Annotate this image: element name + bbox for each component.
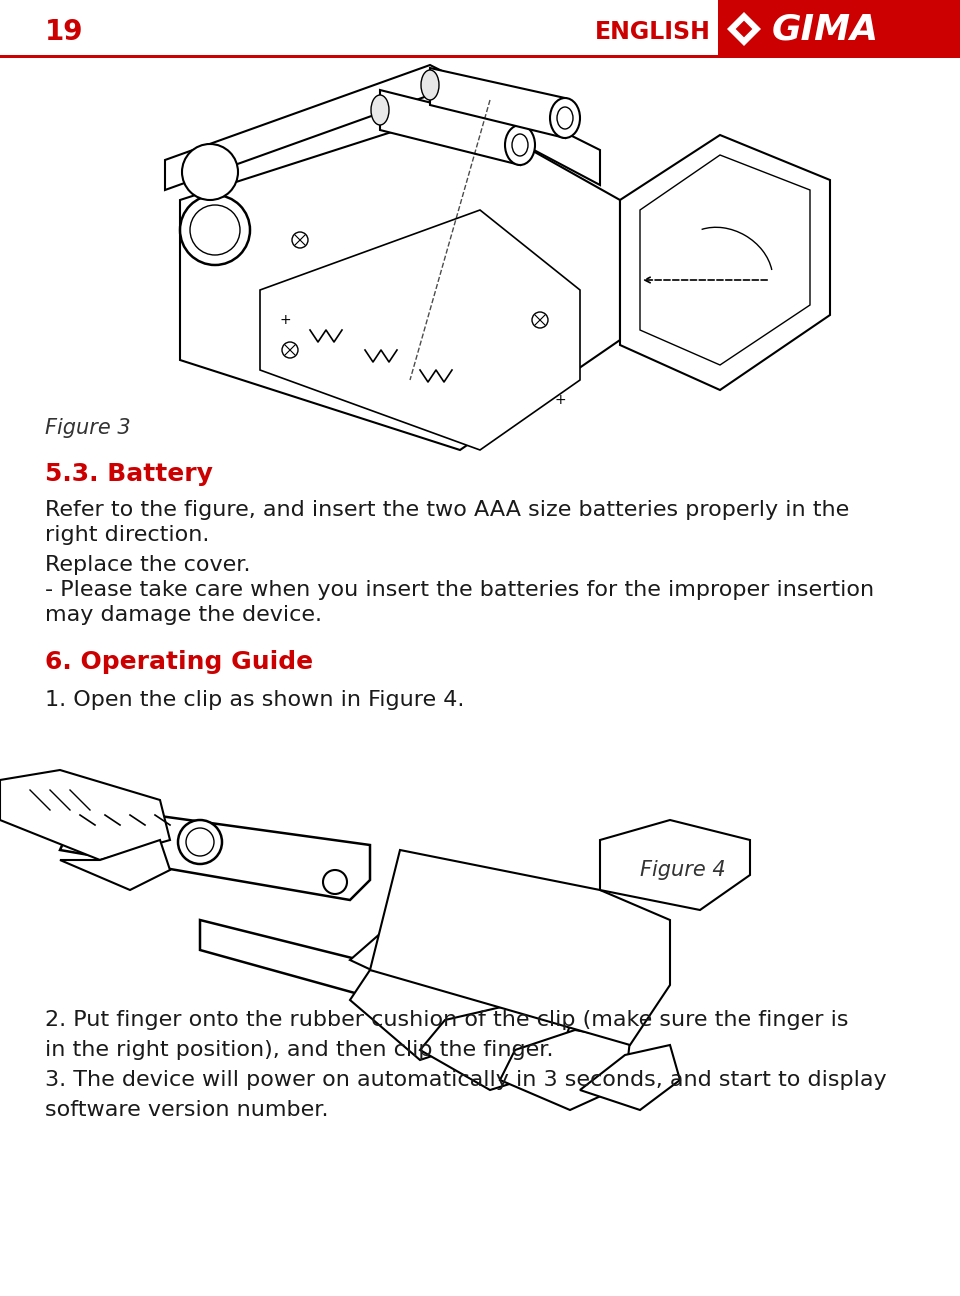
Text: Figure 4: Figure 4 [640, 861, 726, 880]
Ellipse shape [557, 108, 573, 130]
Ellipse shape [550, 98, 580, 137]
Bar [718, 0, 960, 58]
Polygon shape [350, 969, 510, 1060]
Ellipse shape [512, 133, 528, 156]
Polygon shape [640, 156, 810, 365]
Text: 5.3. Battery: 5.3. Battery [45, 461, 213, 486]
Polygon shape [380, 89, 520, 165]
Polygon shape [420, 1004, 570, 1090]
Text: software version number.: software version number. [45, 1100, 328, 1120]
Circle shape [190, 205, 240, 255]
Text: Figure 3: Figure 3 [45, 419, 131, 438]
Circle shape [292, 232, 308, 248]
Text: Replace the cover.: Replace the cover. [45, 555, 251, 575]
Ellipse shape [505, 124, 535, 165]
Text: may damage the device.: may damage the device. [45, 605, 322, 625]
Circle shape [323, 870, 347, 894]
Text: in the right position), and then clip the finger.: in the right position), and then clip th… [45, 1039, 554, 1060]
Text: right direction.: right direction. [45, 525, 209, 546]
Polygon shape [260, 210, 580, 450]
Ellipse shape [371, 95, 389, 124]
Text: 2. Put finger onto the rubber cushion of the clip (make sure the finger is: 2. Put finger onto the rubber cushion of… [45, 1010, 849, 1030]
Text: GIMA: GIMA [772, 12, 879, 45]
Polygon shape [500, 1030, 630, 1109]
Text: ENGLISH: ENGLISH [595, 19, 710, 44]
Bar [0, 54, 960, 58]
Polygon shape [165, 65, 600, 191]
Text: 6. Operating Guide: 6. Operating Guide [45, 651, 313, 674]
Polygon shape [180, 110, 620, 450]
Text: 1. Open the clip as shown in Figure 4.: 1. Open the clip as shown in Figure 4. [45, 689, 465, 710]
Text: 19: 19 [45, 18, 84, 45]
Circle shape [186, 828, 214, 855]
Circle shape [282, 342, 298, 358]
Polygon shape [200, 920, 420, 1001]
Polygon shape [430, 67, 565, 137]
Text: Refer to the figure, and insert the two AAA size batteries properly in the: Refer to the figure, and insert the two … [45, 500, 850, 520]
Circle shape [178, 820, 222, 864]
Polygon shape [370, 850, 670, 1045]
Polygon shape [60, 840, 170, 890]
Circle shape [182, 144, 238, 200]
Polygon shape [620, 135, 830, 390]
Text: +: + [554, 393, 565, 407]
Circle shape [180, 194, 250, 264]
Polygon shape [580, 1045, 680, 1109]
Circle shape [532, 312, 548, 328]
Polygon shape [0, 770, 170, 861]
Text: 3. The device will power on automatically in 3 seconds, and start to display: 3. The device will power on automaticall… [45, 1070, 887, 1090]
Polygon shape [727, 12, 761, 45]
Text: +: + [279, 314, 291, 327]
Ellipse shape [421, 70, 439, 100]
Polygon shape [60, 805, 370, 899]
Polygon shape [350, 925, 560, 1030]
Polygon shape [734, 19, 754, 39]
Polygon shape [600, 820, 750, 910]
Text: - Please take care when you insert the batteries for the improper insertion: - Please take care when you insert the b… [45, 581, 875, 600]
